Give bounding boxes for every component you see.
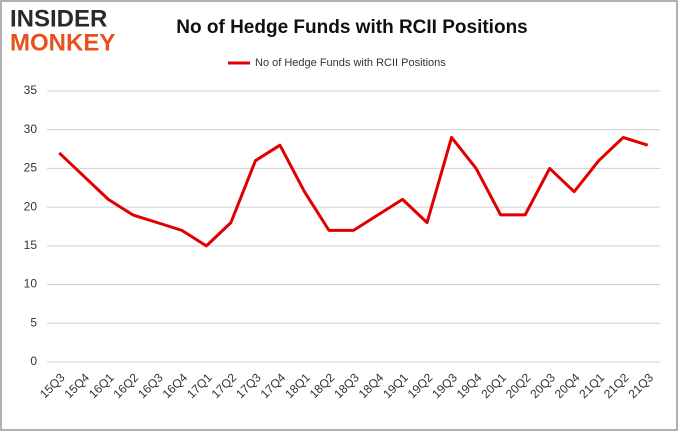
chart-title: No of Hedge Funds with RCII Positions	[176, 17, 528, 38]
y-tick-label: 10	[24, 277, 38, 291]
y-tick-label: 35	[24, 83, 38, 97]
y-tick-label: 0	[30, 354, 37, 368]
y-tick-label: 30	[24, 122, 38, 136]
legend-label: No of Hedge Funds with RCII Positions	[255, 57, 446, 69]
data-line	[58, 135, 649, 248]
logo-bottom: MONKEY	[10, 29, 115, 56]
y-tick-label: 5	[30, 315, 37, 329]
y-tick-label: 15	[24, 238, 38, 252]
logo-top: INSIDER	[10, 5, 107, 32]
y-tick-label: 20	[24, 199, 38, 213]
y-tick-label: 25	[24, 161, 38, 175]
